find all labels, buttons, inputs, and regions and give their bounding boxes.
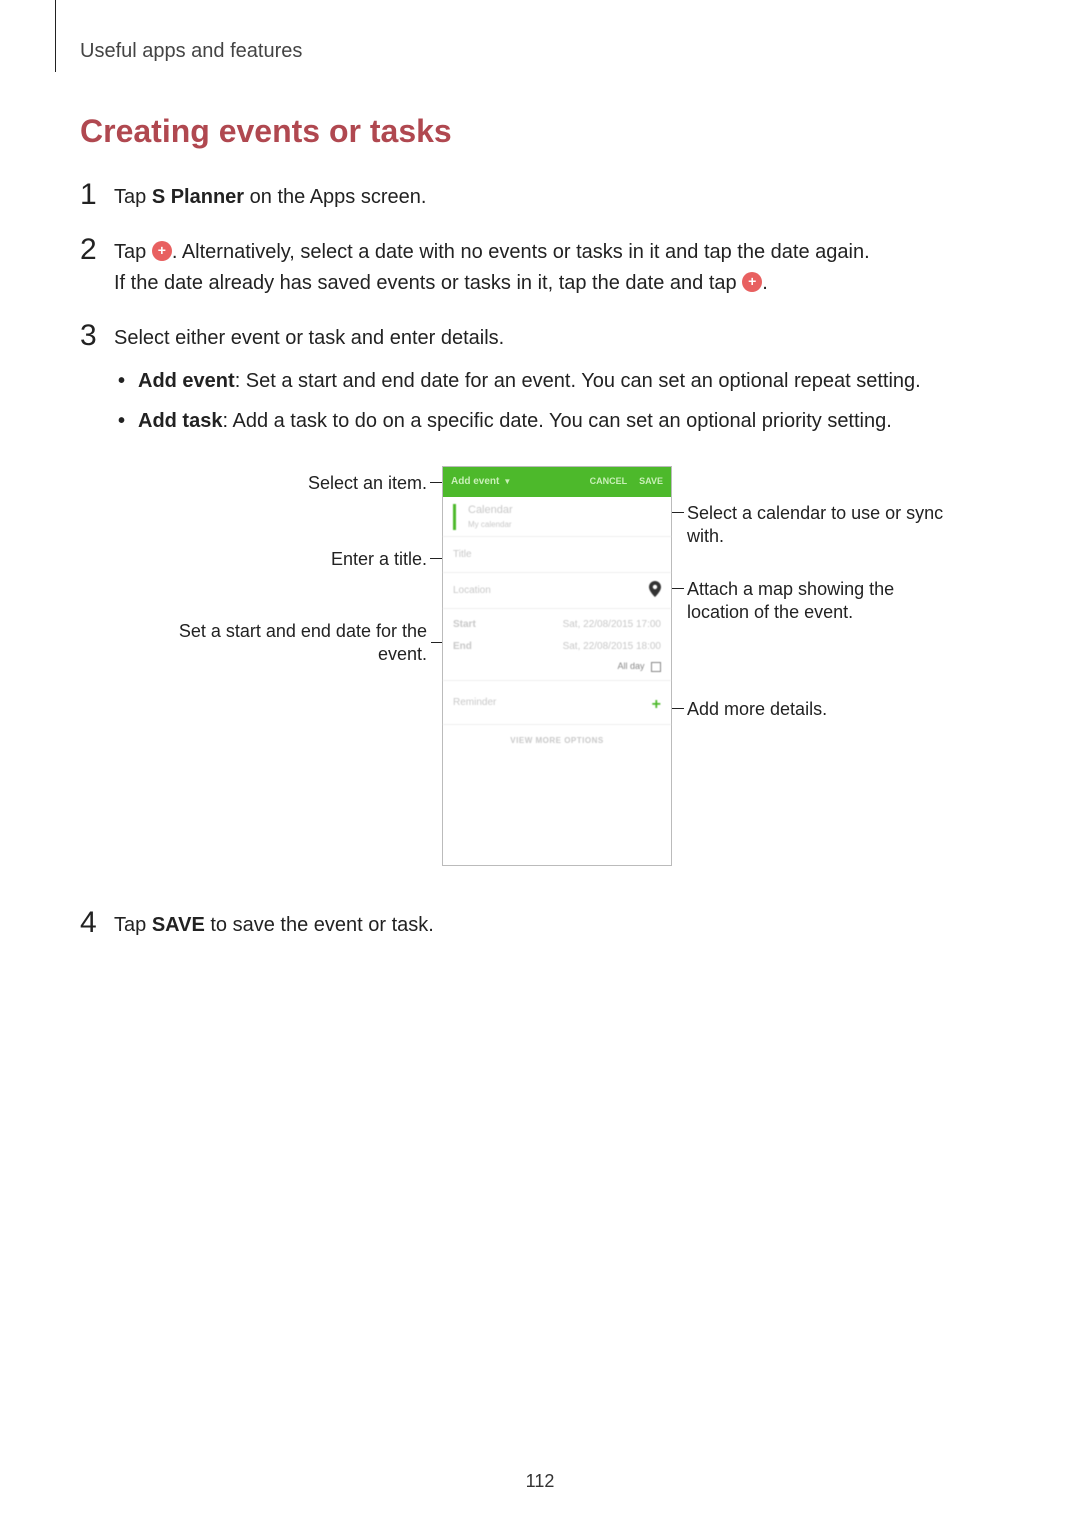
callout-attach-map: Attach a map showing the location of the… xyxy=(687,578,957,625)
step-number: 3 xyxy=(80,319,114,352)
text: to save the event or task. xyxy=(205,914,434,936)
sub-item-add-task: Add task: Add a task to do on a specific… xyxy=(114,406,1000,436)
end-label: End xyxy=(453,639,472,655)
callout-enter-title: Enter a title. xyxy=(331,548,427,571)
page-number: 112 xyxy=(526,1471,555,1492)
text: : Add a task to do on a specific date. Y… xyxy=(222,410,891,432)
step-body: Select either event or task and enter de… xyxy=(114,319,1000,886)
text: Select either event or task and enter de… xyxy=(114,327,504,349)
step-number: 4 xyxy=(80,906,114,939)
text: If the date already has saved events or … xyxy=(114,272,742,294)
phone-header-bar[interactable]: Add event ▼ CANCEL SAVE xyxy=(443,467,671,497)
bold-text: SAVE xyxy=(152,914,205,936)
reminder-row[interactable]: Reminder + xyxy=(443,681,671,725)
bold-text: Add task xyxy=(138,410,222,432)
calendar-row[interactable]: Calendar My calendar xyxy=(443,497,671,537)
phone-dropdown-label[interactable]: Add event xyxy=(451,474,499,490)
bold-text: S Planner xyxy=(152,186,244,208)
phone-diagram: Select an item. Enter a title. Set a sta… xyxy=(114,466,1000,886)
start-value: Sat, 22/08/2015 17:00 xyxy=(563,617,661,633)
map-pin-icon[interactable] xyxy=(649,581,661,604)
sub-item-add-event: Add event: Set a start and end date for … xyxy=(114,366,1000,396)
callout-add-details: Add more details. xyxy=(687,698,827,721)
start-label: Start xyxy=(453,617,476,633)
end-value: Sat, 22/08/2015 18:00 xyxy=(563,639,661,655)
page-header-divider xyxy=(55,0,56,72)
step-body: Tap S Planner on the Apps screen. xyxy=(114,178,1000,213)
step-4: 4 Tap SAVE to save the event or task. xyxy=(80,906,1000,941)
bold-text: Add event xyxy=(138,370,235,392)
allday-checkbox[interactable] xyxy=(651,662,661,672)
chevron-down-icon: ▼ xyxy=(503,476,511,488)
page-header: Useful apps and features xyxy=(80,40,1000,63)
dates-row[interactable]: Start Sat, 22/08/2015 17:00 End Sat, 22/… xyxy=(443,609,671,681)
plus-icon: + xyxy=(152,241,172,261)
plus-icon: + xyxy=(742,272,762,292)
step-list: 1 Tap S Planner on the Apps screen. 2 Ta… xyxy=(80,178,1000,941)
calendar-label: Calendar xyxy=(468,502,513,519)
step-3: 3 Select either event or task and enter … xyxy=(80,319,1000,886)
section-title: Creating events or tasks xyxy=(80,113,1000,150)
callout-select-item: Select an item. xyxy=(308,472,427,495)
phone-mock: Add event ▼ CANCEL SAVE Calendar My cale… xyxy=(442,466,672,866)
callout-set-dates: Set a start and end date for the event. xyxy=(157,620,427,667)
location-row[interactable]: Location xyxy=(443,573,671,609)
more-options-button[interactable]: VIEW MORE OPTIONS xyxy=(443,725,671,757)
cancel-button[interactable]: CANCEL xyxy=(590,475,628,489)
title-row[interactable]: Title xyxy=(443,537,671,573)
text: Tap xyxy=(114,914,152,936)
step-body: Tap +. Alternatively, select a date with… xyxy=(114,233,1000,299)
accent-bar xyxy=(453,504,456,530)
text: : Set a start and end date for an event.… xyxy=(235,370,921,392)
text: on the Apps screen. xyxy=(244,186,426,208)
step-1: 1 Tap S Planner on the Apps screen. xyxy=(80,178,1000,213)
step-body: Tap SAVE to save the event or task. xyxy=(114,906,1000,941)
text: . xyxy=(762,272,768,294)
callout-select-calendar: Select a calendar to use or sync with. xyxy=(687,502,957,549)
location-placeholder: Location xyxy=(453,583,491,599)
title-placeholder: Title xyxy=(453,547,472,563)
step-number: 1 xyxy=(80,178,114,211)
allday-label: All day xyxy=(617,661,644,671)
save-button[interactable]: SAVE xyxy=(639,475,663,489)
step-2: 2 Tap +. Alternatively, select a date wi… xyxy=(80,233,1000,299)
calendar-sub: My calendar xyxy=(468,519,513,531)
text: Tap xyxy=(114,186,152,208)
reminder-label: Reminder xyxy=(453,695,496,711)
sub-list: Add event: Set a start and end date for … xyxy=(114,366,1000,436)
text: . Alternatively, select a date with no e… xyxy=(172,241,870,263)
text: Tap xyxy=(114,241,152,263)
add-detail-plus-icon[interactable]: + xyxy=(652,693,661,718)
step-number: 2 xyxy=(80,233,114,266)
